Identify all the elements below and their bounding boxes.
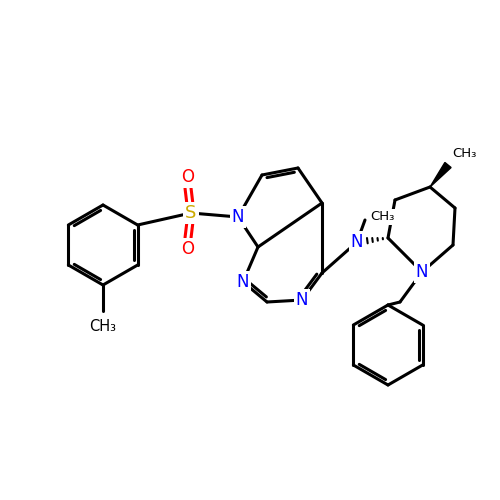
Text: CH₃: CH₃ [370,210,394,224]
Text: N: N [416,263,428,281]
Text: N: N [232,208,244,226]
Polygon shape [430,162,451,187]
Text: CH₃: CH₃ [452,147,476,160]
Text: N: N [296,291,308,309]
Text: N: N [237,273,249,291]
Text: CH₃: CH₃ [90,319,117,334]
Text: O: O [182,240,194,258]
Text: O: O [182,168,194,186]
Text: S: S [186,204,196,222]
Text: N: N [351,233,363,251]
